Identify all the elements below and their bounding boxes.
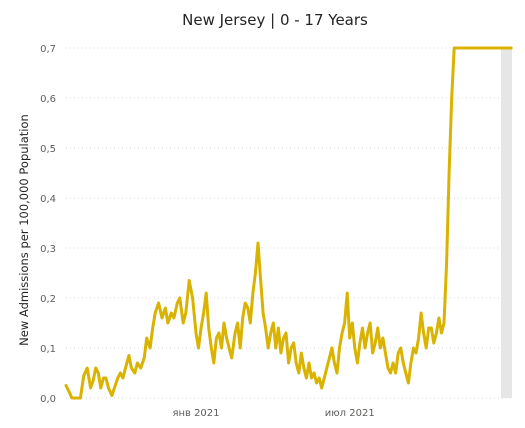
x-tick-label: янв 2021	[172, 408, 219, 419]
y-tick-label: 0,0	[40, 394, 56, 405]
x-axis-ticks: янв 2021 июл 2021	[172, 408, 374, 419]
y-axis-ticks: 0,0 0,1 0,2 0,3 0,4 0,5 0,6 0,7	[40, 44, 56, 405]
chart-title: New Jersey | 0 - 17 Years	[182, 11, 368, 29]
series-layer	[64, 46, 513, 400]
shaded-region	[500, 48, 512, 398]
y-tick-label: 0,5	[40, 144, 56, 155]
series-line	[64, 46, 513, 400]
y-tick-label: 0,2	[40, 294, 56, 305]
y-tick-label: 0,4	[40, 194, 56, 205]
gridlines	[66, 47, 512, 399]
y-tick-label: 0,6	[40, 94, 56, 105]
x-tick-label: июл 2021	[325, 408, 375, 419]
y-tick-label: 0,7	[40, 44, 56, 55]
y-tick-label: 0,3	[40, 244, 56, 255]
y-tick-label: 0,1	[40, 344, 56, 355]
y-axis-title: New Admissions per 100,000 Population	[17, 114, 31, 346]
shaded-band	[500, 48, 512, 398]
